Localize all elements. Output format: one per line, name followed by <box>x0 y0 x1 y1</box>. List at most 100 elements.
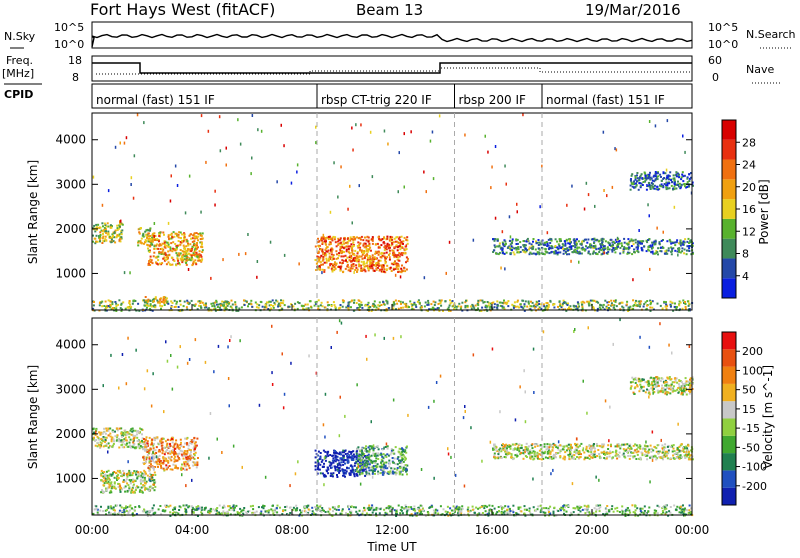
data-cell <box>368 458 370 460</box>
data-cell <box>186 300 188 302</box>
data-cell <box>629 458 631 460</box>
data-cell <box>163 460 165 462</box>
data-cell <box>194 448 196 450</box>
data-cell <box>592 253 594 255</box>
station-title: Fort Hays West (fitACF) <box>90 0 275 19</box>
data-cell <box>343 472 345 474</box>
data-cell <box>549 444 551 446</box>
data-cell <box>677 181 679 183</box>
data-cell <box>134 447 136 449</box>
data-cell <box>226 164 228 167</box>
data-cell <box>103 431 105 433</box>
data-cell <box>141 428 143 430</box>
data-cell <box>170 200 172 203</box>
data-cell <box>126 482 128 484</box>
data-cell <box>378 448 380 450</box>
data-cell <box>339 457 341 459</box>
data-cell <box>661 180 663 182</box>
data-cell <box>340 304 342 306</box>
data-cell <box>532 241 534 243</box>
data-cell <box>156 238 158 240</box>
data-cell <box>184 450 186 452</box>
data-cell <box>327 266 329 268</box>
data-cell <box>352 469 354 471</box>
data-cell <box>616 241 618 243</box>
data-cell <box>118 438 120 440</box>
data-cell <box>400 242 402 244</box>
data-cell <box>688 238 690 240</box>
data-cell <box>574 241 576 244</box>
data-cell <box>643 246 645 248</box>
data-cell <box>103 438 105 440</box>
data-cell <box>111 301 113 303</box>
y-tick-label: 1000 <box>55 266 86 280</box>
data-cell <box>377 445 379 447</box>
data-cell <box>150 256 152 258</box>
data-cell <box>317 245 319 247</box>
data-cell <box>329 465 331 467</box>
data-cell <box>548 306 550 308</box>
data-cell <box>641 249 643 251</box>
data-cell <box>342 271 344 273</box>
data-cell <box>674 184 676 186</box>
data-cell <box>329 253 331 255</box>
data-cell <box>153 245 155 247</box>
data-cell <box>402 307 404 309</box>
data-cell <box>348 472 350 474</box>
data-cell <box>110 224 112 226</box>
data-cell <box>599 249 601 251</box>
data-cell <box>353 271 355 274</box>
data-cell <box>343 247 345 249</box>
data-cell <box>153 248 155 250</box>
data-cell <box>351 264 353 266</box>
nsky-label: N.Sky <box>4 30 36 43</box>
data-cell <box>145 488 147 490</box>
data-cell <box>327 455 329 457</box>
data-cell <box>358 471 360 473</box>
data-cell <box>172 236 174 238</box>
data-cell <box>608 242 610 244</box>
data-cell <box>118 299 120 301</box>
data-cell <box>662 308 664 310</box>
data-cell <box>348 251 350 253</box>
data-cell <box>400 268 402 270</box>
data-cell <box>234 301 236 303</box>
data-cell <box>355 267 357 269</box>
data-cell <box>163 458 165 460</box>
data-cell <box>364 460 366 462</box>
data-cell <box>359 256 361 258</box>
data-cell <box>105 428 107 430</box>
data-cell <box>192 258 194 260</box>
data-cell <box>635 300 637 302</box>
data-cell <box>137 486 139 488</box>
data-cell <box>171 438 173 440</box>
data-cell <box>629 247 631 249</box>
data-cell <box>292 305 294 307</box>
nsearch-top-tick: 10^5 <box>708 21 738 34</box>
data-cell <box>340 242 342 244</box>
data-cell <box>552 304 554 306</box>
data-cell <box>111 440 113 442</box>
data-cell <box>399 448 401 450</box>
data-cell <box>357 253 359 255</box>
data-cell <box>113 440 115 442</box>
data-cell <box>191 441 193 443</box>
data-cell <box>494 244 496 246</box>
data-cell <box>383 236 385 238</box>
data-cell <box>138 443 140 445</box>
data-cell <box>518 443 520 445</box>
data-cell <box>377 452 379 454</box>
data-cell <box>382 468 384 470</box>
data-cell <box>147 244 149 246</box>
data-cell <box>162 441 164 443</box>
data-cell <box>180 252 182 254</box>
data-cell <box>647 445 649 447</box>
data-cell <box>347 208 349 211</box>
data-cell <box>318 451 320 453</box>
data-cell <box>581 304 583 306</box>
data-cell <box>566 239 568 241</box>
data-cell <box>360 463 362 465</box>
data-cell <box>280 299 282 301</box>
data-cell <box>396 244 398 246</box>
data-cell <box>163 234 165 236</box>
